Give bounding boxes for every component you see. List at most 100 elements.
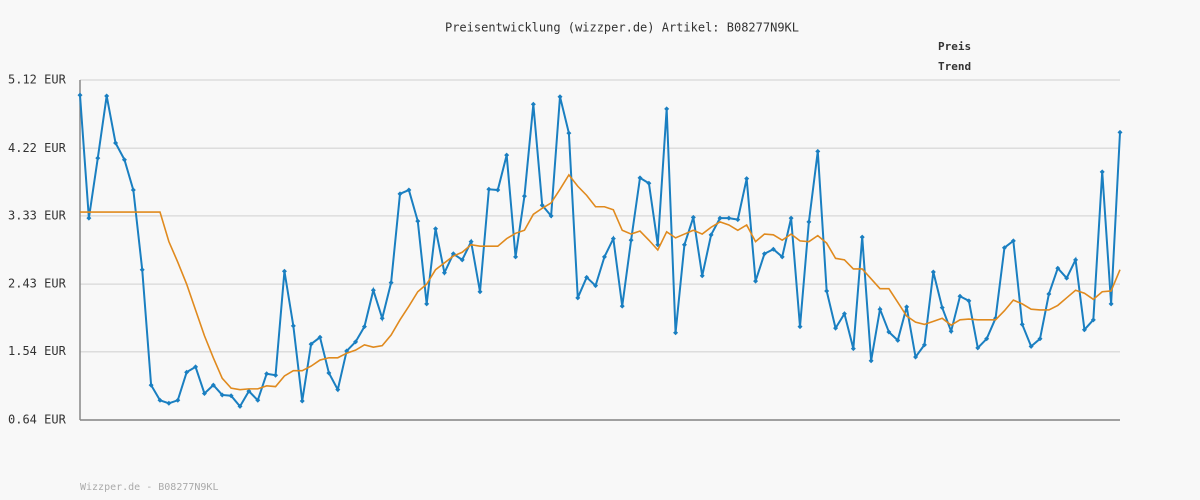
point-marker bbox=[824, 288, 830, 294]
point-marker bbox=[1019, 321, 1025, 327]
point-marker bbox=[184, 369, 190, 375]
point-marker bbox=[921, 342, 927, 348]
point-marker bbox=[299, 398, 305, 404]
chart-title: Preisentwicklung (wizzper.de) Artikel: B… bbox=[445, 21, 799, 35]
point-marker bbox=[806, 219, 812, 225]
point-marker bbox=[228, 393, 234, 399]
point-marker bbox=[255, 397, 261, 403]
point-marker bbox=[850, 346, 856, 352]
point-marker bbox=[708, 232, 714, 238]
point-marker bbox=[815, 148, 821, 154]
point-marker bbox=[326, 370, 332, 376]
point-marker bbox=[139, 267, 145, 273]
point-marker bbox=[361, 324, 367, 330]
point-marker bbox=[77, 92, 83, 98]
point-marker bbox=[601, 254, 607, 260]
point-marker bbox=[886, 329, 892, 335]
point-marker bbox=[1001, 245, 1007, 251]
series-line bbox=[79, 95, 1121, 409]
point-marker bbox=[1090, 317, 1096, 323]
point-marker bbox=[1108, 301, 1114, 307]
point-marker bbox=[397, 191, 403, 197]
point-marker bbox=[175, 397, 181, 403]
point-marker bbox=[975, 345, 981, 351]
point-marker bbox=[290, 323, 296, 329]
point-marker bbox=[877, 306, 883, 312]
point-marker bbox=[868, 358, 874, 364]
point-marker bbox=[201, 390, 207, 396]
point-marker bbox=[1064, 275, 1070, 281]
point-marker bbox=[930, 269, 936, 275]
point-marker bbox=[548, 213, 554, 219]
point-marker bbox=[193, 364, 199, 370]
point-marker bbox=[593, 283, 599, 289]
point-marker bbox=[984, 336, 990, 342]
point-marker bbox=[779, 254, 785, 260]
point-marker bbox=[281, 268, 287, 274]
point-marker bbox=[1073, 257, 1079, 263]
point-marker bbox=[1028, 343, 1034, 349]
point-marker bbox=[468, 239, 474, 245]
point-marker bbox=[237, 403, 243, 409]
point-marker bbox=[646, 180, 652, 186]
point-marker bbox=[264, 371, 270, 377]
point-marker bbox=[121, 157, 127, 163]
point-marker bbox=[113, 140, 119, 146]
point-marker bbox=[433, 226, 439, 232]
point-marker bbox=[913, 354, 919, 360]
point-marker bbox=[1117, 129, 1123, 135]
point-marker bbox=[370, 287, 376, 293]
point-marker bbox=[699, 273, 705, 279]
point-marker bbox=[948, 328, 954, 334]
y-tick-label: 1.54 EUR bbox=[8, 344, 67, 358]
point-marker bbox=[726, 215, 732, 221]
y-tick-label: 0.64 EUR bbox=[8, 413, 67, 427]
point-marker bbox=[459, 257, 465, 263]
point-marker bbox=[530, 101, 536, 107]
point-marker bbox=[308, 341, 314, 347]
point-marker bbox=[904, 304, 910, 310]
point-marker bbox=[1099, 169, 1105, 175]
point-marker bbox=[539, 202, 545, 208]
legend-label: Trend bbox=[938, 60, 971, 73]
point-marker bbox=[557, 94, 563, 100]
point-marker bbox=[1055, 265, 1061, 271]
point-marker bbox=[148, 382, 154, 388]
point-marker bbox=[637, 175, 643, 181]
point-marker bbox=[681, 242, 687, 248]
point-marker bbox=[273, 372, 279, 378]
point-marker bbox=[575, 295, 581, 301]
point-marker bbox=[761, 251, 767, 257]
point-marker bbox=[477, 289, 483, 295]
point-marker bbox=[1010, 238, 1016, 244]
footer: Wizzper.de - B08277N9KL bbox=[80, 482, 218, 493]
y-tick-label: 2.43 EUR bbox=[8, 277, 67, 291]
point-marker bbox=[1046, 291, 1052, 297]
point-marker bbox=[753, 278, 759, 284]
point-marker bbox=[744, 176, 750, 182]
point-marker bbox=[797, 324, 803, 330]
y-tick-label: 5.12 EUR bbox=[8, 73, 67, 87]
point-marker bbox=[939, 305, 945, 311]
point-marker bbox=[317, 334, 323, 340]
point-marker bbox=[1081, 327, 1087, 333]
point-marker bbox=[104, 93, 110, 99]
point-marker bbox=[166, 400, 172, 406]
point-marker bbox=[664, 106, 670, 112]
point-marker bbox=[1037, 336, 1043, 342]
point-marker bbox=[335, 387, 341, 393]
point-marker bbox=[353, 339, 359, 345]
point-marker bbox=[95, 155, 101, 161]
point-marker bbox=[513, 254, 519, 260]
point-marker bbox=[157, 397, 163, 403]
point-marker bbox=[86, 215, 92, 221]
point-marker bbox=[219, 392, 225, 398]
point-marker bbox=[415, 218, 421, 224]
point-marker bbox=[770, 246, 776, 252]
point-marker bbox=[566, 130, 572, 136]
point-marker bbox=[504, 152, 510, 158]
point-marker bbox=[584, 274, 590, 280]
point-marker bbox=[619, 303, 625, 309]
point-marker bbox=[521, 193, 527, 199]
